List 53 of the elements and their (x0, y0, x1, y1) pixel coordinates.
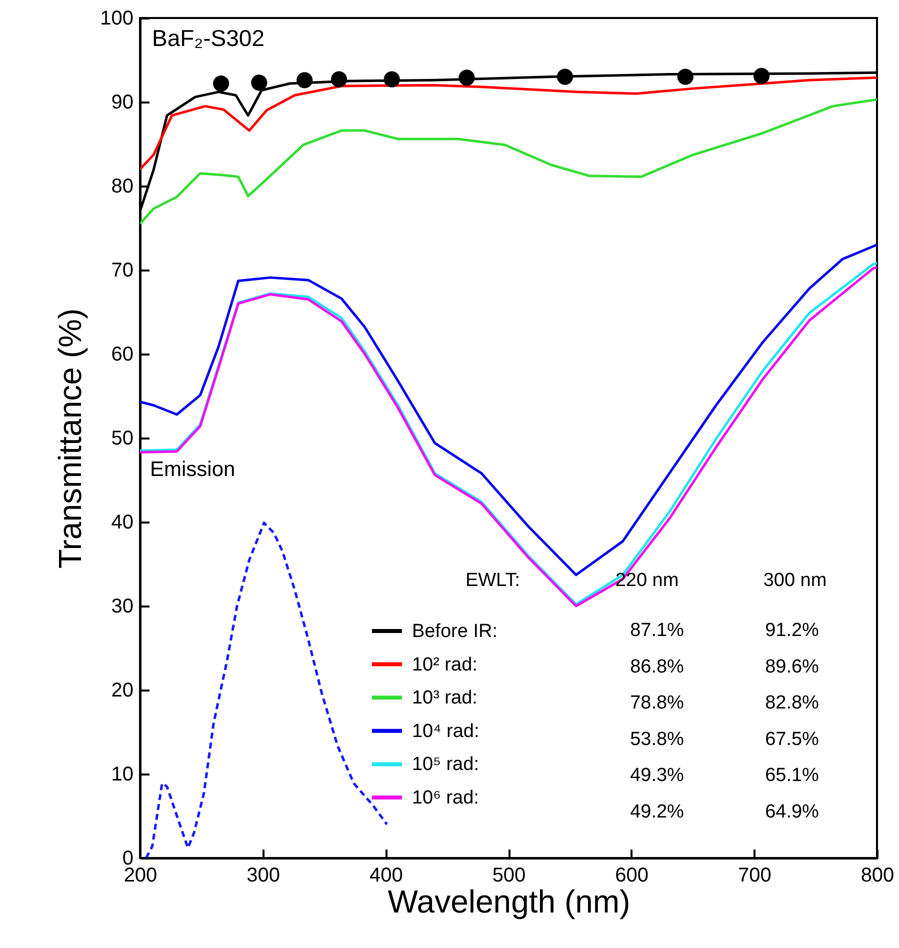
legend-label: 10⁶ rad: (412, 788, 479, 808)
chart-title: BaF₂-S302 (152, 25, 264, 51)
legend-label: 10⁵ rad: (412, 754, 479, 776)
x-tick-label: 700 (738, 864, 772, 886)
annotation: 78.8% (630, 692, 684, 714)
annotation: 87.1% (630, 620, 684, 641)
annotation: 82.8% (765, 692, 820, 714)
x-tick-label: 200 (124, 864, 158, 886)
legend-label: 10² rad: (412, 654, 478, 676)
annotation: 86.8% (630, 656, 684, 678)
point (384, 71, 400, 88)
annotation: 64.9% (765, 802, 820, 822)
annotation: EWLT: (465, 570, 520, 591)
annotation: 91.2% (765, 620, 820, 641)
x-tick-label: 400 (369, 864, 403, 886)
annotation: 300 nm (763, 570, 827, 591)
x-tick-label: 800 (860, 864, 894, 886)
y-tick-label: 40 (111, 512, 134, 534)
annotation: 49.3% (630, 765, 684, 786)
annotation: 65.1% (765, 765, 820, 786)
annotation: 89.6% (765, 656, 820, 678)
legend-label: 10⁴ rad: (412, 720, 480, 742)
annotation: 67.5% (765, 728, 820, 750)
annotation: 49.2% (630, 802, 684, 822)
x-tick-label: 500 (492, 864, 526, 886)
legend-label: Before IR: (412, 621, 498, 642)
y-tick-label: 30 (111, 596, 134, 618)
annotation: 53.8% (630, 728, 684, 750)
point (213, 75, 230, 92)
line-series (140, 98, 877, 226)
x-tick-label: 300 (246, 864, 280, 886)
line-series (144, 522, 388, 858)
y-tick-label: 10 (111, 764, 134, 786)
y-axis-title: Transmittance (%) (52, 308, 88, 569)
point (753, 68, 770, 84)
point (677, 68, 694, 85)
x-axis-title: Wavelength (nm) (388, 884, 630, 920)
y-tick-label: 90 (111, 92, 134, 114)
point (556, 68, 574, 85)
point (296, 72, 313, 88)
y-tick-label: 60 (111, 344, 134, 366)
y-tick-label: 100 (100, 8, 134, 30)
annotation: 220 nm (615, 570, 679, 591)
point (251, 74, 268, 91)
y-tick-label: 20 (111, 680, 134, 702)
y-tick-label: 70 (111, 260, 134, 282)
annotation: Emission (150, 458, 236, 481)
x-tick-label: 600 (615, 864, 649, 886)
point (330, 71, 348, 88)
y-tick-label: 50 (111, 428, 134, 450)
y-tick-label: 80 (111, 176, 134, 198)
point (458, 70, 475, 86)
legend-label: 10³ rad: (412, 688, 478, 709)
